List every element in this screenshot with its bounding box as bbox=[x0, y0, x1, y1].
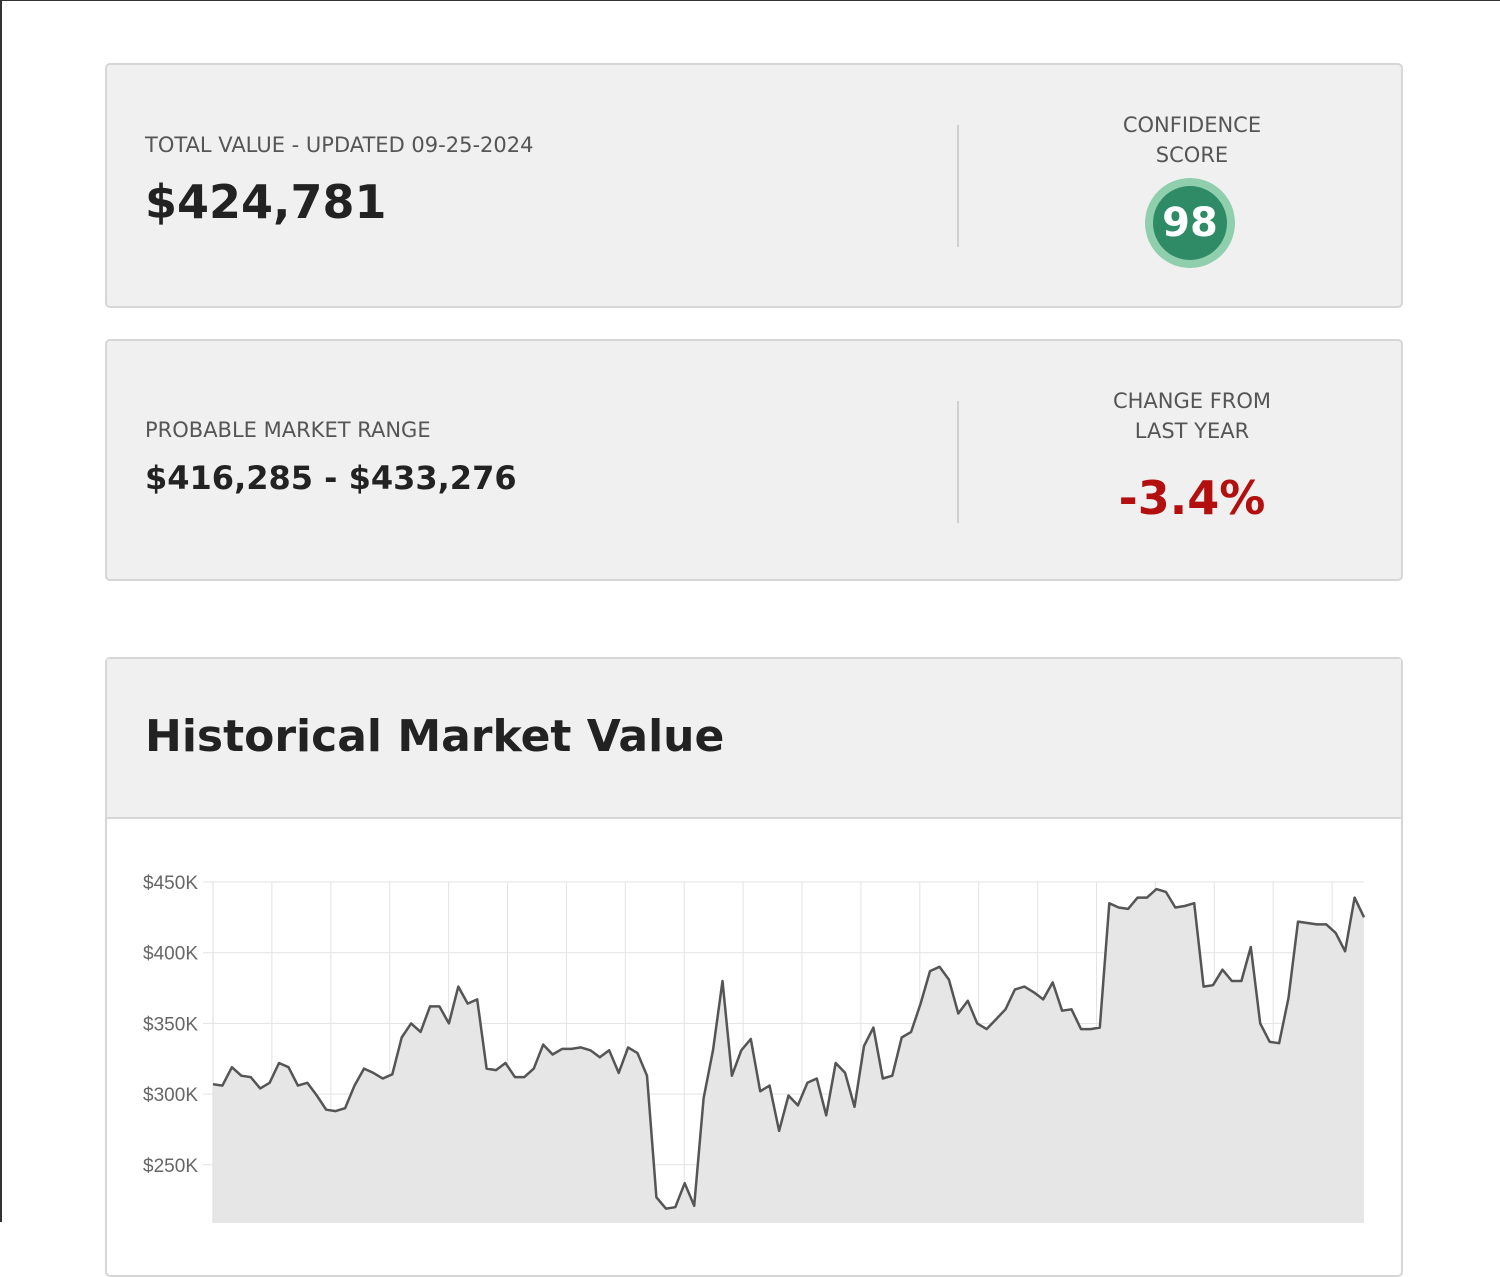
chart: $250K $300K $350K $400K $450K bbox=[143, 873, 1366, 1223]
range-value: $416,285 - $433,276 bbox=[145, 459, 517, 497]
range-label: PROBABLE MARKET RANGE bbox=[145, 418, 431, 442]
chart-header: Historical Market Value bbox=[107, 659, 1401, 819]
area bbox=[213, 889, 1364, 1223]
total-label: TOTAL VALUE - UPDATED 09-25-2024 bbox=[145, 133, 534, 157]
divider bbox=[957, 401, 959, 523]
change-label: CHANGE FROM LAST YEAR bbox=[1112, 389, 1272, 443]
chart-title: Historical Market Value bbox=[145, 711, 725, 762]
y-tick-label: $300K bbox=[143, 1085, 198, 1106]
line bbox=[212, 887, 1366, 1210]
change-value: -3.4% bbox=[1118, 471, 1266, 525]
y-tick-label: $400K bbox=[143, 944, 198, 965]
confidence-label: CONFIDENCE SCORE bbox=[1122, 113, 1262, 167]
total-value: $424,781 bbox=[145, 175, 387, 229]
range-card: PROBABLE MARKET RANGE $416,285 - $433,27… bbox=[105, 339, 1403, 581]
y-tick-label: $350K bbox=[143, 1014, 198, 1035]
divider bbox=[957, 125, 959, 247]
y-tick-label: $450K bbox=[143, 873, 198, 894]
confidence-score: 98 bbox=[1153, 186, 1227, 260]
y-tick-label: $250K bbox=[143, 1156, 198, 1177]
summary-card: TOTAL VALUE - UPDATED 09-25-2024 $424,78… bbox=[105, 63, 1403, 308]
